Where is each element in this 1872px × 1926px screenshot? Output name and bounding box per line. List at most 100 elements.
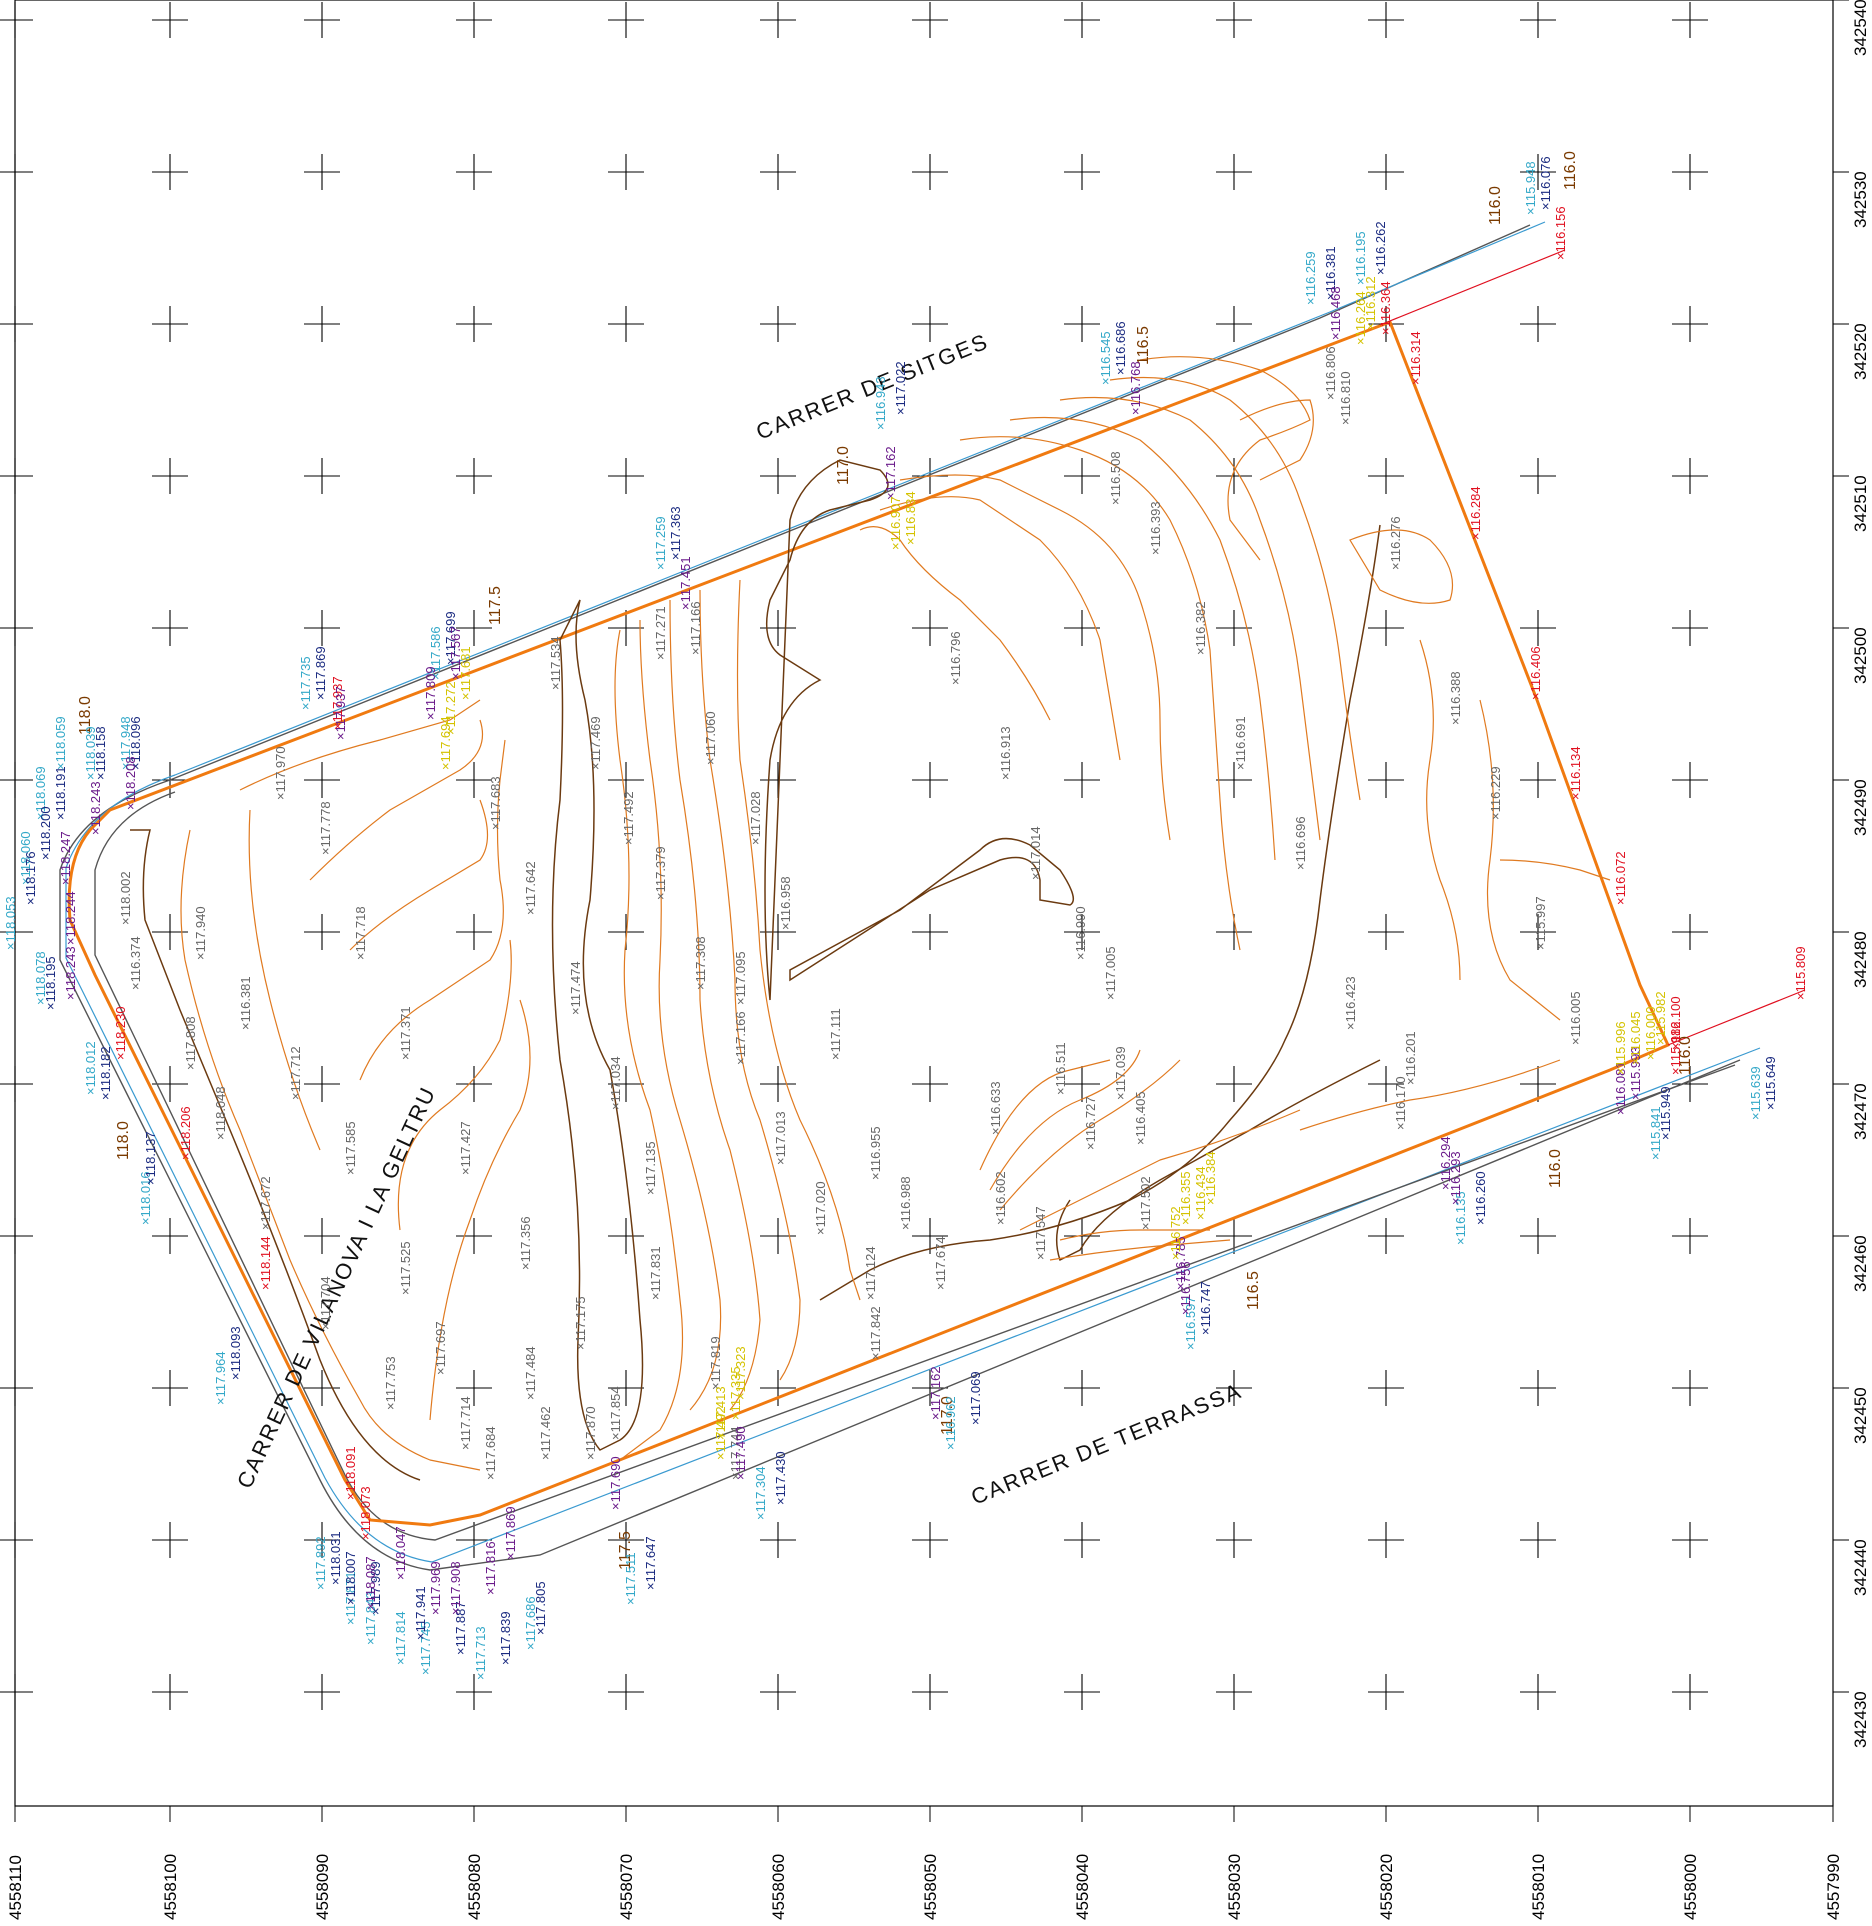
- x-axis-label: 4558110: [6, 1855, 25, 1920]
- spot-height: ×116.955: [868, 1126, 883, 1180]
- y-axis-label: 342530: [1851, 171, 1870, 228]
- spot-height: ×116.686: [1113, 321, 1128, 375]
- spot-height: ×116.076: [1538, 156, 1553, 210]
- svg-text:×116.405: ×116.405: [1133, 1091, 1148, 1145]
- svg-text:×117.335: ×117.335: [728, 1366, 743, 1420]
- svg-text:×116.468: ×116.468: [1328, 286, 1343, 340]
- spot-height: ×116.374: [128, 936, 143, 990]
- spot-height: ×117.937: [330, 676, 345, 730]
- spot-height: ×118.059: [53, 716, 68, 770]
- spot-height: ×117.870: [583, 1406, 598, 1460]
- spot-height: ×117.683: [488, 776, 503, 830]
- spot-height: ×115.982: [1668, 1021, 1683, 1075]
- spot-height: ×115.639: [1748, 1066, 1763, 1120]
- svg-text:×117.686: ×117.686: [523, 1596, 538, 1650]
- spot-height: ×116.201: [1403, 1031, 1418, 1085]
- spot-height: ×118.137: [143, 1131, 158, 1185]
- spot-height: ×117.111: [828, 1008, 843, 1060]
- svg-text:×117.809: ×117.809: [423, 666, 438, 720]
- svg-text:×117.020: ×117.020: [813, 1181, 828, 1235]
- svg-text:×115.982: ×115.982: [1653, 991, 1668, 1045]
- spot-height: ×116.597: [1183, 1296, 1198, 1350]
- spot-height: ×117.908: [448, 1561, 463, 1615]
- spot-height: ×117.809: [423, 666, 438, 720]
- spot-height: ×118.208: [123, 756, 138, 810]
- svg-text:×117.718: ×117.718: [353, 906, 368, 960]
- svg-text:×116.005: ×116.005: [1568, 991, 1583, 1045]
- spot-height: ×116.381: [238, 976, 253, 1030]
- svg-text:×118.078: ×118.078: [33, 951, 48, 1005]
- svg-text:×118.244: ×118.244: [63, 891, 78, 945]
- svg-text:×118.047: ×118.047: [393, 1526, 408, 1580]
- spot-height: ×116.633: [988, 1081, 1003, 1135]
- svg-text:×116.686: ×116.686: [1113, 321, 1128, 375]
- svg-text:×117.034: ×117.034: [608, 1056, 623, 1110]
- spot-height: ×116.785: [1173, 1236, 1188, 1290]
- spot-height: ×117.020: [813, 1181, 828, 1235]
- svg-text:×115.639: ×115.639: [1748, 1066, 1763, 1120]
- spot-height: ×117.005: [1103, 946, 1118, 1000]
- svg-text:×117.547: ×117.547: [1033, 1206, 1048, 1260]
- spot-height: ×116.005: [1568, 991, 1583, 1045]
- x-axis-label: 4557990: [1824, 1854, 1843, 1920]
- spot-height: ×116.170: [1393, 1076, 1408, 1130]
- spot-height: ×116.907: [888, 496, 903, 550]
- contour-label: 116.0: [1562, 151, 1579, 190]
- svg-text:×116.201: ×116.201: [1403, 1031, 1418, 1085]
- svg-text:×117.712: ×117.712: [288, 1046, 303, 1100]
- svg-text:×116.381: ×116.381: [238, 976, 253, 1030]
- svg-text:×117.778: ×117.778: [318, 801, 333, 855]
- spot-height: ×116.423: [1343, 976, 1358, 1030]
- svg-text:×117.259: ×117.259: [653, 516, 668, 570]
- spot-height: ×116.364: [1378, 281, 1393, 335]
- x-axis-label: 4558040: [1073, 1854, 1092, 1920]
- svg-text:×117.871: ×117.871: [343, 1571, 358, 1625]
- svg-text:×117.028: ×117.028: [748, 791, 763, 845]
- svg-text:×117.363: ×117.363: [668, 506, 683, 560]
- svg-text:×115.841: ×115.841: [1648, 1106, 1663, 1160]
- svg-text:×116.364: ×116.364: [1378, 281, 1393, 335]
- spot-height: ×118.048: [213, 1086, 228, 1140]
- spot-height: ×117.647: [643, 1536, 658, 1590]
- svg-text:×117.694: ×117.694: [438, 716, 453, 770]
- svg-text:×118.073: ×118.073: [358, 1486, 373, 1540]
- spot-height: ×117.718: [353, 906, 368, 960]
- spot-height: ×115.997: [1533, 896, 1548, 950]
- svg-text:×116.913: ×116.913: [998, 726, 1013, 780]
- svg-text:×116.374: ×116.374: [128, 936, 143, 990]
- x-axis-label: 4558060: [769, 1854, 788, 1920]
- svg-text:×117.808: ×117.808: [183, 1016, 198, 1070]
- spot-height: ×116.727: [1083, 1096, 1098, 1150]
- svg-text:×115.997: ×115.997: [1533, 896, 1548, 950]
- spot-height: ×116.405: [1133, 1091, 1148, 1145]
- svg-text:×117.462: ×117.462: [538, 1406, 553, 1460]
- svg-text:×117.022: ×117.022: [893, 361, 908, 415]
- svg-text:×118.048: ×118.048: [213, 1086, 228, 1140]
- x-axis-label: 4558100: [161, 1854, 180, 1920]
- svg-text:×117.674: ×117.674: [933, 1236, 948, 1290]
- spot-height: ×117.869: [313, 646, 328, 700]
- svg-text:×116.796: ×116.796: [948, 631, 963, 685]
- contour-label: 117.5: [487, 586, 504, 625]
- spot-height: ×117.175: [573, 1296, 588, 1350]
- svg-text:×117.304: ×117.304: [753, 1466, 768, 1520]
- svg-text:×117.356: ×117.356: [518, 1216, 533, 1270]
- spot-height: ×117.323: [733, 1346, 748, 1400]
- svg-text:×116.752: ×116.752: [1168, 1206, 1183, 1260]
- spot-height: ×117.014: [1028, 826, 1043, 880]
- svg-text:×117.567: ×117.567: [448, 626, 463, 680]
- contour-labels: 118.0 117.5 117.0 116.5 116.0 116.0 118.…: [77, 151, 1694, 1570]
- svg-text:×116.423: ×116.423: [1343, 976, 1358, 1030]
- svg-text:×117.005: ×117.005: [1103, 946, 1118, 1000]
- svg-text:×117.854: ×117.854: [608, 1386, 623, 1440]
- x-axis-label: 4558010: [1529, 1854, 1548, 1920]
- spot-height: ×118.093: [228, 1326, 243, 1380]
- svg-text:×117.690: ×117.690: [608, 1456, 623, 1510]
- spot-height: ×118.195: [43, 956, 58, 1010]
- svg-text:×116.355: ×116.355: [1178, 1171, 1193, 1225]
- y-axis-labels: 342540 342530 342520 342510 342500 342490 3424…: [1833, 0, 1870, 1748]
- svg-text:×116.602: ×116.602: [993, 1171, 1008, 1225]
- spot-height: ×117.166: [733, 1011, 748, 1065]
- spot-height: ×118.243: [63, 946, 78, 1000]
- x-axis-label: 4558000: [1681, 1854, 1700, 1920]
